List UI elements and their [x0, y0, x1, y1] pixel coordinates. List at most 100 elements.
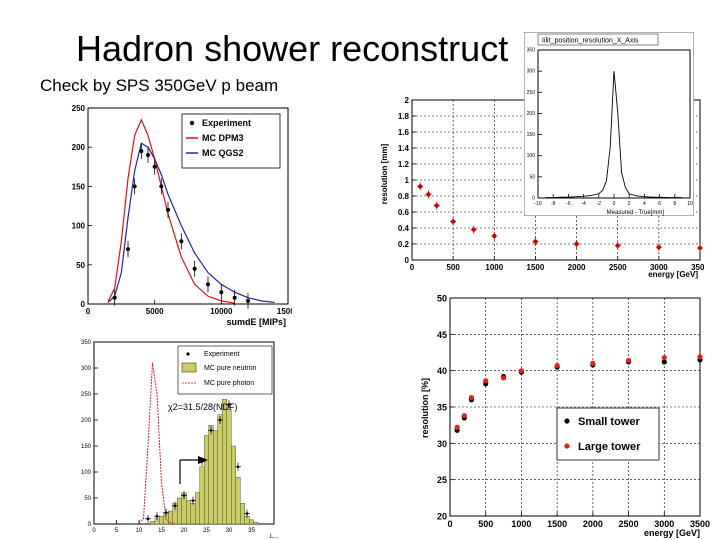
experiment-point	[182, 494, 186, 497]
x-tick-label: 3000	[650, 263, 668, 272]
x-tick-label: -8	[551, 201, 556, 207]
x-tick-label: 0	[613, 201, 616, 207]
y-tick-label: 250	[527, 90, 536, 96]
x-tick-label: -6	[566, 201, 571, 207]
y-tick-label: 0	[532, 196, 535, 202]
neutron-bar	[217, 414, 223, 525]
experiment-point	[209, 429, 213, 432]
neutron-bar	[186, 500, 191, 525]
experiment-point	[227, 403, 231, 406]
sumde-xlabel: sumdE [MIPs]	[226, 317, 286, 327]
neutron-bar	[222, 399, 227, 525]
eres-legend: Small tower Large tower	[556, 407, 660, 461]
x-tick-label: 1000	[511, 519, 531, 529]
x-tick-label: 2	[628, 201, 631, 207]
slide-title: Hadron shower reconstruct	[76, 28, 509, 69]
neutron-bar	[190, 502, 196, 525]
legend-qgs2: MC QGS2	[202, 148, 244, 158]
experiment-point	[146, 153, 150, 158]
experiment-point	[206, 282, 210, 287]
resolution-point	[492, 233, 497, 239]
neutron-bar	[226, 409, 232, 525]
x-tick-label: -4	[581, 201, 586, 207]
x-tick-label: 2500	[619, 519, 639, 529]
y-tick-label: 50	[529, 174, 535, 180]
legend-small-tower: Small tower	[578, 416, 640, 428]
x-tick-label: 2500	[609, 263, 627, 272]
y-tick-label: 40	[437, 366, 447, 376]
large-tower-point	[518, 368, 525, 374]
x-tick-label: 10	[136, 528, 143, 534]
x-tick-label: 2000	[568, 263, 586, 272]
x-tick-label: 5000	[146, 307, 164, 316]
y-tick-label: 300	[81, 366, 92, 372]
x-tick-label: 5	[115, 528, 119, 534]
experiment-point	[246, 298, 250, 303]
experiment-point	[139, 149, 144, 154]
x-tick-label: 4	[643, 201, 646, 207]
legend-neutron: MC pure neutron	[204, 365, 257, 372]
inset-title-box	[537, 33, 659, 46]
resolution-point	[418, 184, 423, 189]
resolution-point	[533, 239, 538, 244]
y-tick-label: 0.6	[398, 208, 410, 217]
neutron-bar	[231, 445, 236, 525]
small-tower-point	[661, 359, 667, 365]
neutron-bar	[177, 497, 182, 525]
y-tick-label: 1.2	[398, 160, 410, 169]
legend-small-tower-marker	[564, 418, 570, 424]
inset-histogram-line	[545, 71, 683, 199]
experiment-point	[232, 295, 237, 300]
experiment-point	[126, 247, 130, 252]
experiment-point	[179, 239, 184, 244]
y-tick-label: 150	[527, 132, 536, 138]
x-tick-label: 500	[478, 519, 493, 529]
neutron-legend: Experiment MC pure neutron MC pure photo…	[177, 345, 273, 395]
y-tick-label: 200	[527, 111, 536, 117]
x-tick-label: 1000	[485, 263, 503, 272]
legend-large-tower-marker	[564, 443, 570, 449]
experiment-point	[166, 207, 170, 212]
neutron-bar	[199, 466, 205, 525]
chi2-annotation: χ2=31.5/28(NDF)	[168, 402, 238, 412]
large-tower-point	[697, 354, 703, 360]
legend-experiment-marker	[186, 352, 190, 356]
x-tick-label: 15	[158, 528, 165, 534]
eres-xlabel: energy [GeV]	[644, 528, 700, 538]
experiment-point	[152, 164, 157, 169]
inset-xlabel: Measured - True[mm]	[607, 210, 665, 216]
y-tick-label: 300	[527, 69, 536, 75]
resolution-point	[574, 241, 579, 247]
legend-dpm3: MC DPM3	[202, 133, 244, 143]
qgs2-line	[107, 142, 275, 304]
experiment-point	[245, 512, 249, 515]
legend-photon: MC pure photon	[204, 380, 254, 387]
experiment-point	[236, 465, 240, 469]
y-tick-label: 1.6	[398, 128, 410, 137]
y-tick-label: 20	[437, 512, 447, 522]
energy-resolution-chart: 0 500 1000 1500 2000 2500 3000 3500 20 25 30 35 40 45…	[420, 294, 710, 539]
x-tick-label: 10	[687, 201, 693, 207]
y-tick-label: 0	[88, 522, 92, 528]
large-tower-point	[625, 357, 632, 364]
neutron-bar	[204, 435, 209, 525]
legend-neutron-swatch	[181, 362, 197, 373]
y-tick-label: 1.8	[398, 112, 410, 121]
y-tick-label: 45	[437, 330, 447, 340]
shift-arrow	[179, 456, 208, 484]
y-tick-label: 35	[437, 403, 447, 413]
neutron-bar	[208, 424, 214, 525]
y-tick-label: 2	[405, 96, 410, 105]
x-tick-label: -10	[534, 201, 541, 207]
x-tick-label: 0	[410, 263, 415, 272]
legend-large-tower: Large tower	[578, 441, 641, 453]
x-tick-label: 0	[92, 528, 96, 534]
neutron-bar	[235, 476, 241, 525]
y-tick-label: 200	[72, 143, 86, 152]
x-tick-label: 1500	[547, 519, 567, 529]
neutron-bar	[213, 430, 218, 525]
large-tower-point	[500, 375, 507, 381]
neutron-bar	[159, 515, 164, 525]
x-tick-label: 3500	[691, 263, 704, 272]
large-tower-point	[661, 354, 667, 361]
